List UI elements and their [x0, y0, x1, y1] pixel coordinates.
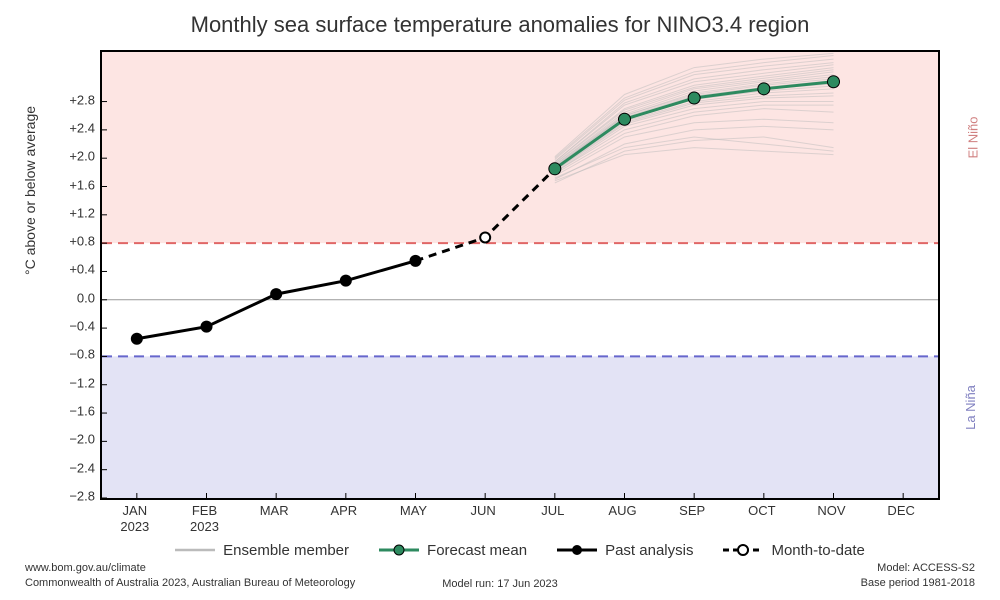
legend-mtd-label: Month-to-date	[771, 542, 864, 559]
footer-base-period: Base period 1981-2018	[861, 577, 975, 589]
y-tick-label: −2.0	[45, 432, 95, 447]
y-tick-label: +2.8	[45, 92, 95, 107]
chart-plot-area	[100, 50, 940, 500]
past-swatch-icon	[557, 540, 597, 560]
legend-ensemble-label: Ensemble member	[223, 542, 349, 559]
x-tick-label: SEP	[679, 503, 705, 519]
legend-forecast: Forecast mean	[379, 540, 527, 560]
footer-right: Model: ACCESS-S2 Base period 1981-2018	[861, 561, 975, 590]
y-tick-label: −0.4	[45, 319, 95, 334]
chart-title: Monthly sea surface temperature anomalie…	[0, 12, 1000, 38]
legend-mtd: Month-to-date	[723, 540, 864, 560]
y-tick-label: −1.2	[45, 375, 95, 390]
y-tick-label: +2.4	[45, 120, 95, 135]
y-tick-label: +2.0	[45, 149, 95, 164]
y-tick-label: −2.8	[45, 489, 95, 504]
x-tick-label: OCT	[748, 503, 775, 519]
x-tick-label: JUL	[541, 503, 564, 519]
elnino-zone-label: El Niño	[965, 117, 980, 159]
footer-center: Model run: 17 Jun 2023	[0, 578, 1000, 590]
legend-past-label: Past analysis	[605, 542, 693, 559]
y-tick-label: −2.4	[45, 460, 95, 475]
y-tick-label: +0.4	[45, 262, 95, 277]
legend-ensemble: Ensemble member	[175, 540, 349, 560]
x-tick-label: JAN2023	[120, 503, 149, 534]
x-tick-label: JUN	[471, 503, 496, 519]
x-tick-label: DEC	[887, 503, 914, 519]
chart-legend: Ensemble member Forecast mean Past analy…	[100, 540, 940, 560]
footer-model: Model: ACCESS-S2	[877, 562, 975, 574]
ensemble-swatch-icon	[175, 540, 215, 560]
forecast-swatch-icon	[379, 540, 419, 560]
y-tick-label: +1.6	[45, 177, 95, 192]
y-axis-label: °C above or below average	[22, 106, 38, 275]
mtd-swatch-icon	[723, 540, 763, 560]
x-tick-label: MAY	[400, 503, 427, 519]
y-tick-label: +0.8	[45, 234, 95, 249]
y-tick-label: −0.8	[45, 347, 95, 362]
x-tick-label: AUG	[608, 503, 636, 519]
lanina-zone-label: La Niña	[963, 385, 978, 430]
y-tick-label: +1.2	[45, 205, 95, 220]
chart-svg	[102, 52, 938, 498]
legend-past: Past analysis	[557, 540, 693, 560]
y-tick-label: 0.0	[45, 290, 95, 305]
x-tick-label: FEB2023	[190, 503, 219, 534]
footer-url: www.bom.gov.au/climate	[25, 562, 146, 574]
x-tick-label: APR	[330, 503, 357, 519]
legend-forecast-label: Forecast mean	[427, 542, 527, 559]
y-tick-label: −1.6	[45, 404, 95, 419]
x-tick-label: NOV	[817, 503, 845, 519]
x-tick-label: MAR	[260, 503, 289, 519]
